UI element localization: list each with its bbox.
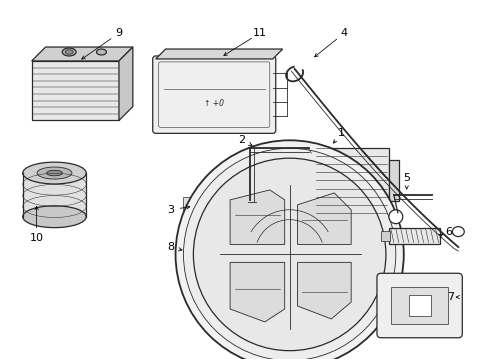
Bar: [408, 295, 429, 316]
Text: 7: 7: [446, 292, 453, 302]
Ellipse shape: [37, 167, 72, 179]
Text: 3: 3: [167, 205, 174, 215]
Circle shape: [305, 161, 311, 167]
FancyBboxPatch shape: [376, 273, 461, 338]
Polygon shape: [119, 47, 133, 121]
Text: 1: 1: [337, 129, 344, 138]
Ellipse shape: [65, 50, 73, 54]
Polygon shape: [230, 262, 284, 322]
Bar: [388, 160, 398, 201]
Text: 5: 5: [403, 173, 409, 183]
Ellipse shape: [96, 49, 106, 55]
Polygon shape: [297, 262, 350, 319]
Bar: [388, 228, 440, 243]
Bar: [195, 192, 249, 220]
Ellipse shape: [22, 206, 86, 228]
FancyBboxPatch shape: [152, 56, 275, 133]
Polygon shape: [230, 190, 284, 244]
Ellipse shape: [62, 48, 76, 56]
Polygon shape: [155, 49, 282, 59]
Polygon shape: [32, 47, 133, 61]
Text: 11: 11: [252, 28, 266, 38]
Ellipse shape: [46, 170, 62, 176]
Text: 4: 4: [340, 28, 347, 38]
Ellipse shape: [22, 162, 86, 184]
Bar: [223, 197, 235, 215]
Text: 9: 9: [115, 28, 122, 38]
Text: 10: 10: [30, 233, 43, 243]
Circle shape: [193, 158, 385, 351]
Circle shape: [388, 210, 402, 224]
Bar: [302, 156, 315, 205]
Text: 6: 6: [444, 226, 451, 237]
Bar: [22, 173, 86, 218]
Text: ↑ +0: ↑ +0: [204, 99, 224, 108]
Bar: [380, 231, 389, 240]
Bar: [390, 287, 447, 324]
Circle shape: [305, 194, 311, 200]
Circle shape: [305, 177, 311, 183]
Text: 2: 2: [238, 135, 245, 145]
Text: 8: 8: [167, 243, 174, 252]
Circle shape: [183, 148, 395, 360]
Circle shape: [175, 140, 403, 360]
Bar: [183, 197, 196, 215]
Polygon shape: [297, 193, 350, 244]
Ellipse shape: [451, 227, 463, 237]
Bar: [314, 148, 388, 213]
Bar: [32, 61, 119, 121]
Bar: [205, 197, 217, 215]
